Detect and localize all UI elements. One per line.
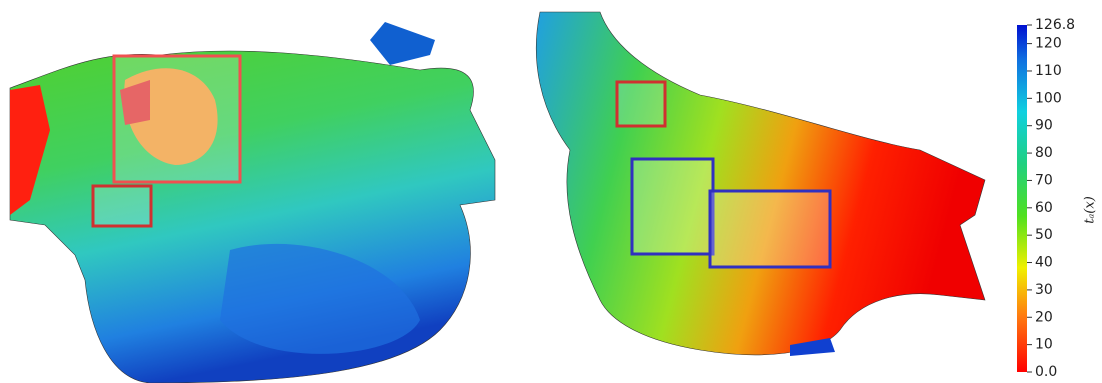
- colorbar-ramp: [1017, 25, 1027, 372]
- colorbar-tick-label: 10: [1035, 337, 1053, 353]
- colorbar-label: tₐ(x): [1083, 196, 1098, 224]
- colorbar-tick-label: 60: [1035, 200, 1053, 216]
- colorbar-tick-label: 20: [1035, 309, 1053, 325]
- colorbar-tick-label: 100: [1035, 90, 1062, 106]
- colorbar-tick-label: 110: [1035, 63, 1062, 79]
- colorbar-tick-label: 126.8: [1035, 17, 1075, 33]
- colorbar-tick-label: 120: [1035, 36, 1062, 52]
- colorbar-tick-label: 90: [1035, 118, 1053, 134]
- colorbar-tick-label: 40: [1035, 255, 1053, 271]
- right-view: [535, 11, 986, 356]
- colorbar-tick-label: 80: [1035, 145, 1053, 161]
- left-view: [9, 22, 496, 383]
- colorbar: tₐ(x) 0.0 10 20 30 40 50 60 70 80 90 100 110 120 126.…: [1017, 17, 1098, 380]
- colorbar-tick-label: 70: [1035, 172, 1053, 188]
- colorbar-tick-label: 30: [1035, 282, 1053, 298]
- colorbar-tick-label: 50: [1035, 227, 1053, 243]
- colorbar-tick-label: 0.0: [1035, 364, 1057, 380]
